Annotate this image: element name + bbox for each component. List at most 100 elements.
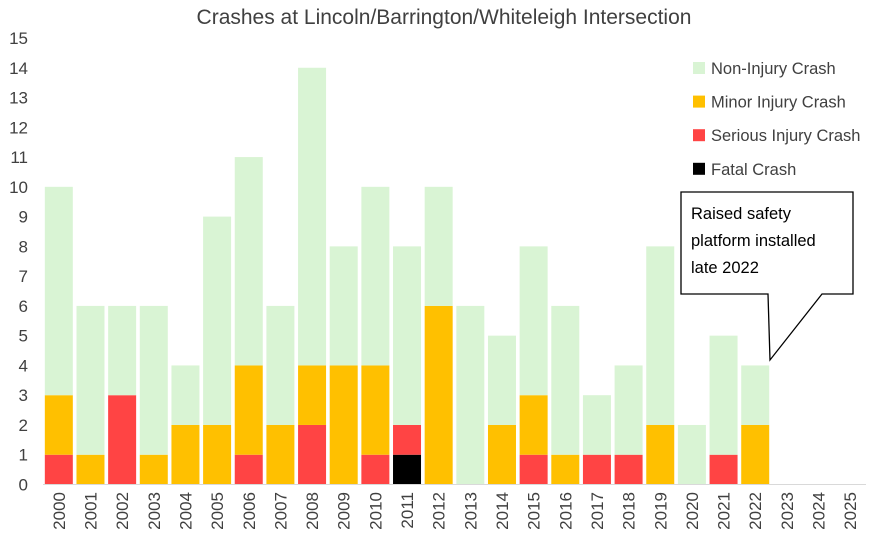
bar-segment <box>361 186 390 366</box>
bar-segment <box>741 424 770 485</box>
chart-title: Crashes at Lincoln/Barrington/Whiteleigh… <box>197 6 692 29</box>
bar-segment <box>76 305 105 455</box>
x-tick-label: 2004 <box>176 492 195 530</box>
bar-segment <box>298 365 327 425</box>
bar-segment <box>551 305 580 455</box>
x-tick-label: 2022 <box>746 492 765 530</box>
bar-segment <box>44 186 73 396</box>
y-tick-label: 12 <box>9 118 28 137</box>
bar-segment <box>614 365 643 455</box>
y-tick-label: 6 <box>19 297 28 316</box>
y-tick-label: 3 <box>19 386 28 405</box>
x-tick-label: 2025 <box>841 492 860 530</box>
bar-segment <box>709 335 738 455</box>
x-tick-label: 2024 <box>810 492 829 530</box>
x-tick-label: 2009 <box>335 492 354 530</box>
y-tick-label: 5 <box>19 327 28 346</box>
bar-segment <box>329 246 358 366</box>
legend-swatch <box>693 95 705 108</box>
x-tick-label: 2010 <box>366 492 385 530</box>
bar-segment <box>582 454 611 485</box>
bar-segment <box>677 424 706 485</box>
bar-segment <box>456 305 485 485</box>
bars-group <box>44 67 770 485</box>
bar-segment <box>171 424 200 485</box>
legend-swatch <box>693 129 705 142</box>
x-tick-label: 2008 <box>303 492 322 530</box>
bar-segment <box>424 186 453 306</box>
y-tick-label: 15 <box>9 29 28 48</box>
bar-segment <box>393 454 422 485</box>
y-tick-label: 7 <box>19 267 28 286</box>
x-tick-label: 2016 <box>556 492 575 530</box>
bar-segment <box>614 454 643 485</box>
y-tick-label: 13 <box>9 89 28 108</box>
legend-label: Serious Injury Crash <box>711 127 860 145</box>
x-tick-label: 2012 <box>430 492 449 530</box>
bar-segment <box>108 305 137 396</box>
x-tick-label: 2005 <box>208 492 227 530</box>
x-tick-label: 2021 <box>715 492 734 530</box>
bar-segment <box>519 395 548 455</box>
bar-segment <box>234 454 263 485</box>
bar-segment <box>171 365 200 425</box>
x-tick-label: 2003 <box>145 492 164 530</box>
bar-segment <box>266 424 295 485</box>
x-tick-label: 2013 <box>461 492 480 530</box>
x-tick-label: 2000 <box>50 492 69 530</box>
y-tick-label: 10 <box>9 178 28 197</box>
y-tick-label: 2 <box>19 416 28 435</box>
annotation-line: platform installed <box>691 232 816 250</box>
legend: Non-Injury Crash Minor Injury Crash Seriou… <box>693 60 860 179</box>
annotation-line: late 2022 <box>691 259 759 277</box>
x-tick-label: 2020 <box>683 492 702 530</box>
y-tick-label: 9 <box>19 208 28 227</box>
bar-segment <box>108 395 137 485</box>
y-tick-label: 4 <box>19 356 28 375</box>
annotation-callout: Raised safety platform installed late 20… <box>680 191 854 362</box>
bar-segment <box>487 424 516 485</box>
y-tick-label: 8 <box>19 237 28 256</box>
callout-shape <box>680 191 854 362</box>
bar-segment <box>203 216 232 425</box>
bar-segment <box>646 246 675 425</box>
x-tick-label: 2006 <box>240 492 259 530</box>
y-tick-label: 1 <box>19 446 28 465</box>
legend-label: Fatal Crash <box>711 161 796 179</box>
y-tick-label: 0 <box>19 476 28 495</box>
legend-swatch <box>693 62 705 74</box>
bar-segment <box>329 365 358 485</box>
bar-segment <box>298 424 327 485</box>
bar-segment <box>139 305 168 455</box>
x-tick-label: 2023 <box>778 492 797 530</box>
bar-segment <box>44 395 73 455</box>
annotation-line: Raised safety <box>691 205 792 223</box>
bar-segment <box>582 395 611 455</box>
x-tick-label: 2002 <box>113 492 132 530</box>
x-tick-label: 2018 <box>620 492 639 530</box>
bar-segment <box>519 454 548 485</box>
x-tick-label: 2007 <box>271 492 290 530</box>
bar-segment <box>44 454 73 485</box>
legend-label: Minor Injury Crash <box>711 94 846 112</box>
bar-segment <box>646 424 675 485</box>
bar-segment <box>424 305 453 485</box>
bar-segment <box>551 454 580 485</box>
x-tick-label: 2019 <box>651 492 670 530</box>
x-tick-label: 2001 <box>81 492 100 530</box>
bar-segment <box>393 246 422 425</box>
bar-segment <box>519 246 548 396</box>
x-tick-label: 2014 <box>493 492 512 530</box>
bar-segment <box>234 365 263 455</box>
x-tick-label: 2015 <box>525 492 544 530</box>
y-tick-label: 11 <box>10 148 28 167</box>
x-tick-label: 2011 <box>398 492 417 529</box>
bar-segment <box>266 305 295 425</box>
bar-segment <box>203 424 232 485</box>
bar-segment <box>487 335 516 425</box>
x-axis: 2000 2001 2002 2003 2004 2005 2006 2007 2008 2009… <box>43 484 866 530</box>
bar-segment <box>361 454 390 485</box>
bar-segment <box>139 454 168 485</box>
